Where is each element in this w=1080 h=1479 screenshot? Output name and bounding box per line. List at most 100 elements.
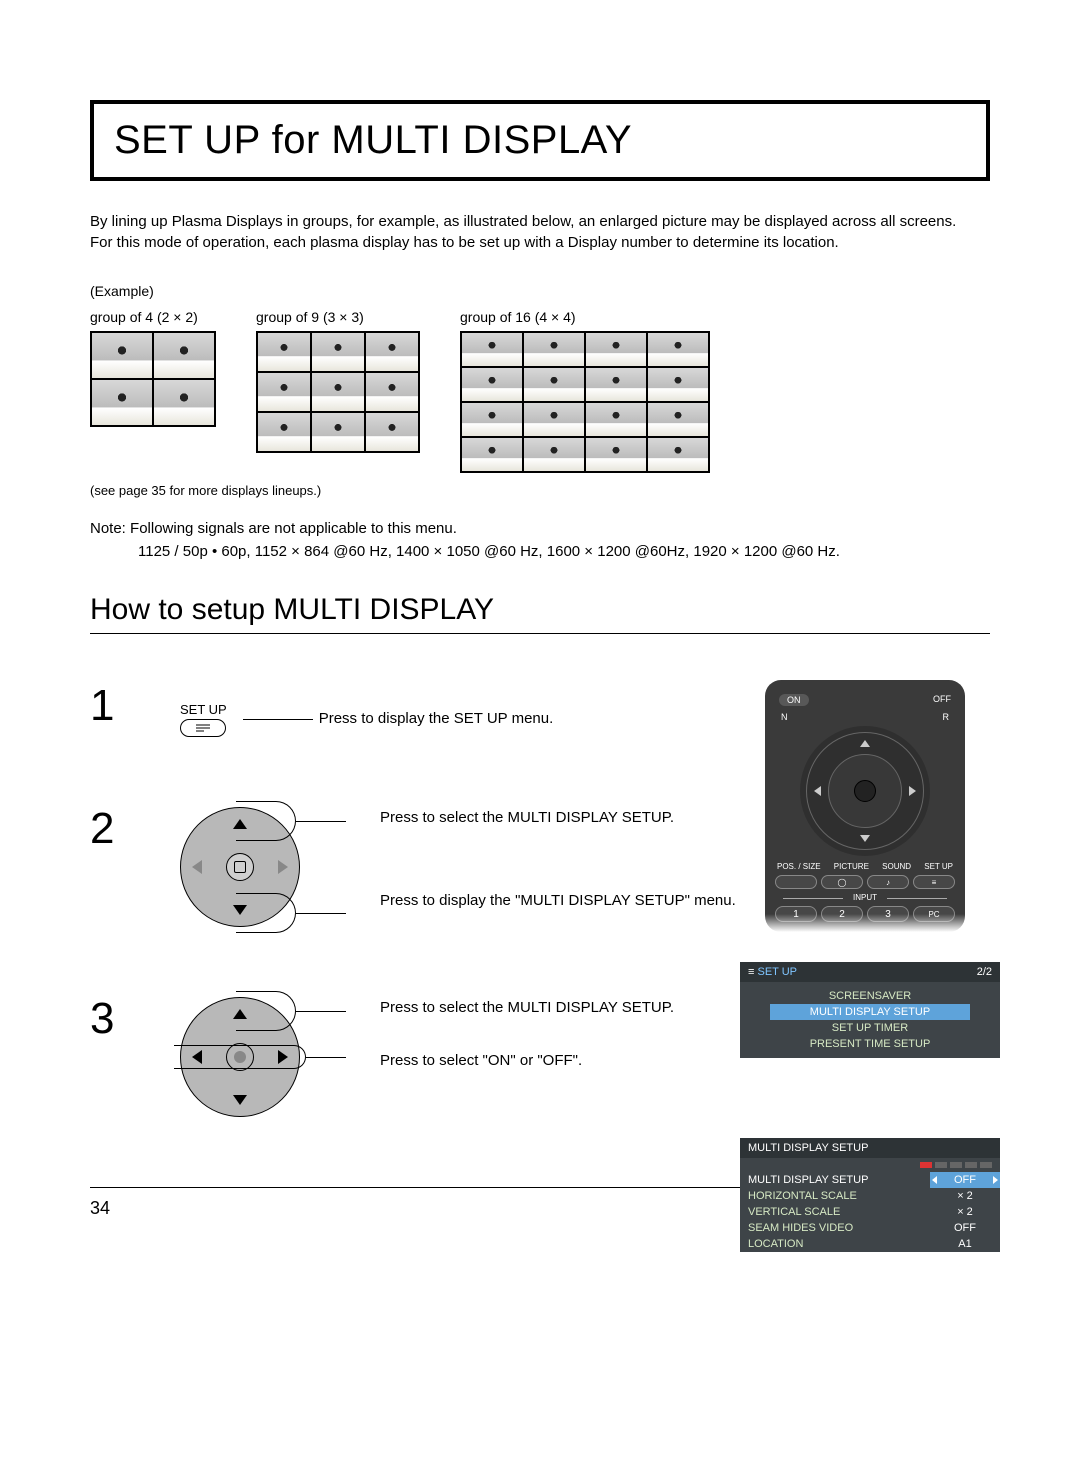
osd-setting-value: OFF: [930, 1172, 1000, 1188]
osd-mds-title: MULTI DISPLAY SETUP: [740, 1138, 1000, 1158]
display-cell: [524, 438, 584, 471]
osd-setup-title: SET UP: [757, 966, 797, 978]
display-cell: [648, 438, 708, 471]
display-cell: [524, 333, 584, 366]
display-cell: [462, 438, 522, 471]
osd-menu-item: PRESENT TIME SETUP: [740, 1036, 1000, 1052]
osd-setting-value: OFF: [930, 1220, 1000, 1236]
note-line2: 1125 / 50p • 60p, 1152 × 864 @60 Hz, 140…: [90, 541, 990, 564]
osd-menu-item: SCREENSAVER: [740, 988, 1000, 1004]
display-cell: [524, 368, 584, 401]
dpad-graphic: [180, 807, 300, 927]
display-cell: [258, 333, 310, 371]
osd-setting-row: SEAM HIDES VIDEOOFF: [740, 1220, 1000, 1236]
display-cell: [366, 413, 418, 451]
example-row: group of 4 (2 × 2) group of 9 (3 × 3) grou…: [90, 309, 990, 473]
lead-line: [243, 719, 313, 720]
display-cell: [312, 413, 364, 451]
example-grid: [90, 331, 216, 427]
display-cell: [586, 403, 646, 436]
display-cell: [258, 373, 310, 411]
sound-label: SOUND: [882, 862, 911, 871]
display-cell: [154, 380, 214, 425]
see-page-note: (see page 35 for more displays lineups.): [90, 483, 990, 498]
display-cell: [586, 333, 646, 366]
example-caption: group of 4 (2 × 2): [90, 309, 216, 325]
sound-button: ♪: [867, 875, 909, 889]
input-label: INPUT: [775, 893, 955, 902]
osd-setting-label: HORIZONTAL SCALE: [740, 1188, 930, 1204]
right-column: ON OFF N R POS. / SIZE PICTURE SOUND SET…: [740, 680, 990, 1252]
step3-text-a: Press to select the MULTI DISPLAY SETUP.: [380, 997, 674, 1020]
r-label: R: [943, 712, 950, 722]
step1-text: Press to display the SET UP menu.: [319, 708, 554, 731]
step-number: 1: [90, 684, 180, 728]
menu-icon: [180, 719, 226, 737]
display-cell: [366, 373, 418, 411]
example-caption: group of 16 (4 × 4): [460, 309, 710, 325]
osd-menu-item: SET UP TIMER: [740, 1020, 1000, 1036]
display-cell: [92, 380, 152, 425]
pos-size-label: POS. / SIZE: [777, 862, 821, 871]
osd-setup-menu: ≡ SET UP 2/2 SCREENSAVERMULTI DISPLAY SE…: [740, 962, 1000, 1058]
setup-button: ≡: [913, 875, 955, 889]
osd-setting-value: × 2: [930, 1188, 1000, 1204]
remote-button-labels: POS. / SIZE PICTURE SOUND SET UP: [775, 862, 955, 871]
n-label: N: [781, 712, 788, 722]
osd-setting-label: LOCATION: [740, 1236, 930, 1252]
osd-setting-row: LOCATIONA1: [740, 1236, 1000, 1252]
osd-setting-row: MULTI DISPLAY SETUPOFF: [740, 1172, 1000, 1188]
display-cell: [586, 368, 646, 401]
example-group: group of 9 (3 × 3): [256, 309, 420, 473]
setup-label: SET UP: [924, 862, 953, 871]
display-cell: [312, 373, 364, 411]
osd-setting-label: MULTI DISPLAY SETUP: [740, 1172, 930, 1188]
remote-graphic: ON OFF N R POS. / SIZE PICTURE SOUND SET…: [765, 680, 965, 932]
page-title: SET UP for MULTI DISPLAY: [114, 118, 966, 163]
display-cell: [648, 333, 708, 366]
note-label: Note:: [90, 520, 126, 537]
display-cell: [524, 403, 584, 436]
enter-icon: [234, 861, 246, 873]
example-grid: [460, 331, 710, 473]
example-group: group of 16 (4 × 4): [460, 309, 710, 473]
display-cell: [648, 403, 708, 436]
osd-setting-row: VERTICAL SCALE× 2: [740, 1204, 1000, 1220]
display-cell: [92, 333, 152, 378]
osd-setting-label: VERTICAL SCALE: [740, 1204, 930, 1220]
display-cell: [586, 438, 646, 471]
setup-button-label: SET UP: [180, 702, 227, 717]
example-label: (Example): [90, 283, 990, 299]
step2-text-a: Press to select the MULTI DISPLAY SETUP.: [380, 807, 736, 830]
step3-text-b: Press to select "ON" or "OFF".: [380, 1050, 674, 1073]
picture-label: PICTURE: [834, 862, 869, 871]
osd-setup-page: 2/2: [977, 966, 992, 978]
display-cell: [462, 368, 522, 401]
osd-setting-label: SEAM HIDES VIDEO: [740, 1220, 930, 1236]
step-number: 3: [90, 997, 180, 1041]
example-grid: [256, 331, 420, 453]
osd-setting-row: HORIZONTAL SCALE× 2: [740, 1188, 1000, 1204]
osd-menu-item: MULTI DISPLAY SETUP: [770, 1004, 970, 1020]
pos-size-button: [775, 875, 817, 889]
off-label: OFF: [933, 694, 951, 706]
setup-button-graphic: SET UP: [180, 702, 227, 737]
display-cell: [648, 368, 708, 401]
example-group: group of 4 (2 × 2): [90, 309, 216, 473]
display-cell: [258, 413, 310, 451]
display-cell: [312, 333, 364, 371]
page-title-box: SET UP for MULTI DISPLAY: [90, 100, 990, 181]
note-block: Note: Following signals are not applicab…: [90, 518, 990, 563]
picture-button: ◯: [821, 875, 863, 889]
osd-mds-menu: MULTI DISPLAY SETUP MULTI DISPLAY SETUPO…: [740, 1138, 1000, 1252]
section-heading: How to setup MULTI DISPLAY: [90, 593, 990, 634]
intro-text: By lining up Plasma Displays in groups, …: [90, 211, 990, 253]
osd-setting-value: × 2: [930, 1204, 1000, 1220]
example-caption: group of 9 (3 × 3): [256, 309, 420, 325]
step-number: 2: [90, 807, 180, 851]
display-cell: [462, 333, 522, 366]
remote-dpad: [800, 726, 930, 856]
dpad-graphic: [180, 997, 300, 1117]
display-cell: [366, 333, 418, 371]
display-cell: [154, 333, 214, 378]
